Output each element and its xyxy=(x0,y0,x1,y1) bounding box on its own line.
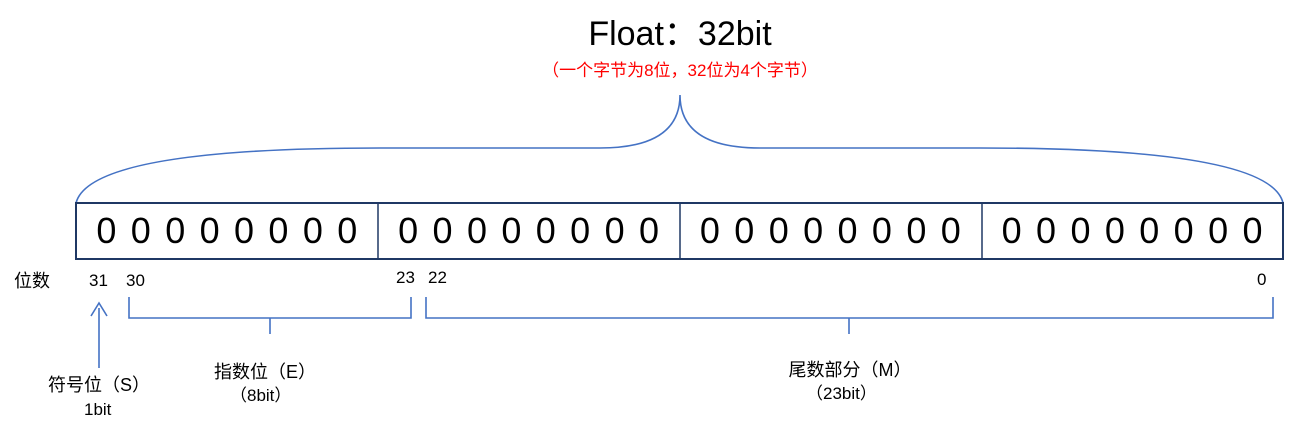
page-title: Float：32bit xyxy=(588,15,772,53)
bit-value: 0 xyxy=(837,210,858,251)
bit-value: 0 xyxy=(906,210,927,251)
bit-value: 0 xyxy=(535,210,556,251)
bit-value: 0 xyxy=(734,210,755,251)
subtitle-note: （一个字节为8位，32位为4个字节） xyxy=(542,61,818,80)
bit-value: 0 xyxy=(1173,210,1194,251)
position-22: 22 xyxy=(428,268,447,287)
top-brace xyxy=(75,94,1284,204)
bit-value: 0 xyxy=(398,210,419,251)
bit-value: 0 xyxy=(1001,210,1022,251)
exponent-bracket xyxy=(128,297,412,334)
bit-value: 0 xyxy=(1208,210,1229,251)
mantissa-label: 尾数部分（M） xyxy=(788,360,912,380)
bit-value: 0 xyxy=(466,210,487,251)
bit-value: 0 xyxy=(165,210,186,251)
bit-value: 0 xyxy=(130,210,151,251)
bit-value: 0 xyxy=(604,210,625,251)
bit-value: 0 xyxy=(234,210,255,251)
bit-value: 0 xyxy=(337,210,358,251)
mantissa-size: （23bit） xyxy=(806,384,877,403)
position-0: 0 xyxy=(1257,270,1267,289)
bit-value: 0 xyxy=(699,210,720,251)
bit-value: 0 xyxy=(871,210,892,251)
bit-value: 0 xyxy=(1070,210,1091,251)
bit-value: 0 xyxy=(96,210,117,251)
bit-value: 0 xyxy=(199,210,220,251)
bit-value: 0 xyxy=(638,210,660,251)
sign-arrow-head xyxy=(90,301,108,317)
sign-size: 1bit xyxy=(84,400,112,419)
bit-value: 0 xyxy=(302,210,323,251)
sign-label: 符号位（S） xyxy=(47,375,150,395)
position-23: 23 xyxy=(396,268,415,287)
exponent-label: 指数位（E） xyxy=(213,362,316,382)
bit-value: 0 xyxy=(1242,210,1263,251)
mantissa-bracket xyxy=(425,297,1274,334)
bit-value: 0 xyxy=(432,210,453,251)
position-31: 31 xyxy=(89,271,108,290)
bit-value: 0 xyxy=(1104,210,1125,251)
bit-value: 0 xyxy=(1139,210,1160,251)
exponent-size: （8bit） xyxy=(230,386,292,405)
bit-value: 0 xyxy=(268,210,289,251)
row-label: 位数 xyxy=(14,271,50,291)
bit-value: 0 xyxy=(940,210,961,251)
bit-value: 0 xyxy=(803,210,824,251)
bit-value: 0 xyxy=(768,210,789,251)
bit-value: 0 xyxy=(501,210,522,251)
bit-value: 0 xyxy=(570,210,591,251)
bit-value: 0 xyxy=(1036,210,1057,251)
position-30: 30 xyxy=(126,271,145,290)
